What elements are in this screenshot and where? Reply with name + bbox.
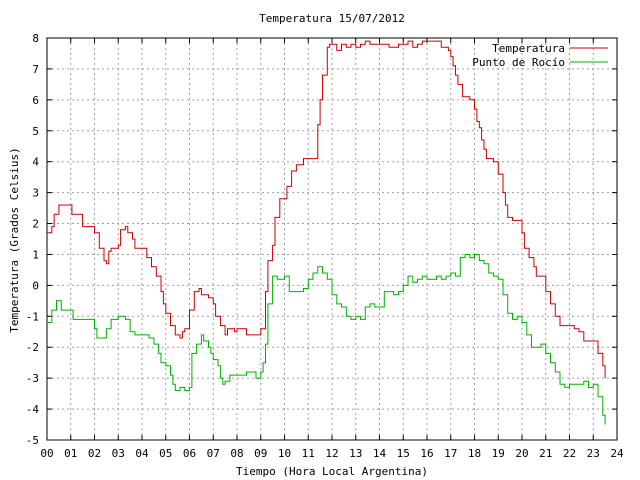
y-tick-label: -1: [26, 310, 39, 323]
series-line-temperatura: [47, 40, 606, 379]
x-tick-label: 24: [610, 447, 624, 460]
x-tick-label: 12: [325, 447, 338, 460]
x-tick-label: 04: [135, 447, 149, 460]
x-tick-label: 03: [112, 447, 125, 460]
x-tick-label: 08: [230, 447, 243, 460]
y-tick-label: -5: [26, 434, 39, 447]
grid: [47, 38, 617, 440]
y-tick-label: 8: [32, 32, 39, 45]
x-tick-label: 11: [302, 447, 315, 460]
axis-ticks: 00 01 02 03 04 05 06 07 08 09 10 11 12 13 14 15 16 17 18 19…: [26, 32, 624, 460]
x-tick-label: 05: [159, 447, 172, 460]
y-tick-label: 7: [32, 63, 39, 76]
legend-label-temperatura: Temperatura: [492, 42, 565, 55]
y-tick-label: 1: [32, 248, 39, 261]
y-tick-label: -4: [26, 403, 40, 416]
x-tick-label: 00: [40, 447, 53, 460]
y-tick-label: -3: [26, 372, 39, 385]
series-group: [47, 40, 606, 425]
chart-title: Temperatura 15/07/2012: [259, 12, 405, 25]
x-tick-label: 10: [278, 447, 291, 460]
x-tick-label: 01: [64, 447, 77, 460]
x-tick-label: 02: [88, 447, 101, 460]
x-tick-label: 16: [420, 447, 433, 460]
legend: Temperatura Punto de Rocío: [472, 42, 608, 69]
y-tick-label: -2: [26, 341, 39, 354]
series-line-punto-de-rocio: [47, 254, 606, 425]
x-tick-label: 15: [397, 447, 410, 460]
legend-label-punto-de-rocio: Punto de Rocío: [472, 56, 565, 69]
y-tick-label: 5: [32, 125, 39, 138]
y-tick-label: 2: [32, 218, 39, 231]
y-tick-label: 6: [32, 94, 39, 107]
y-tick-label: 4: [32, 156, 39, 169]
x-tick-label: 23: [587, 447, 600, 460]
y-tick-label: 3: [32, 187, 39, 200]
y-axis-label: Temperatura (Grados Celsius): [8, 147, 21, 332]
x-tick-label: 22: [563, 447, 576, 460]
x-tick-label: 07: [207, 447, 220, 460]
x-tick-label: 18: [468, 447, 481, 460]
x-tick-label: 19: [492, 447, 505, 460]
x-tick-label: 21: [539, 447, 552, 460]
x-tick-label: 13: [349, 447, 362, 460]
x-tick-label: 09: [254, 447, 267, 460]
x-tick-label: 17: [444, 447, 457, 460]
x-axis-label: Tiempo (Hora Local Argentina): [236, 465, 428, 478]
y-tick-label: 0: [32, 279, 39, 292]
x-tick-label: 06: [183, 447, 196, 460]
x-tick-label: 20: [515, 447, 528, 460]
x-tick-label: 14: [373, 447, 387, 460]
